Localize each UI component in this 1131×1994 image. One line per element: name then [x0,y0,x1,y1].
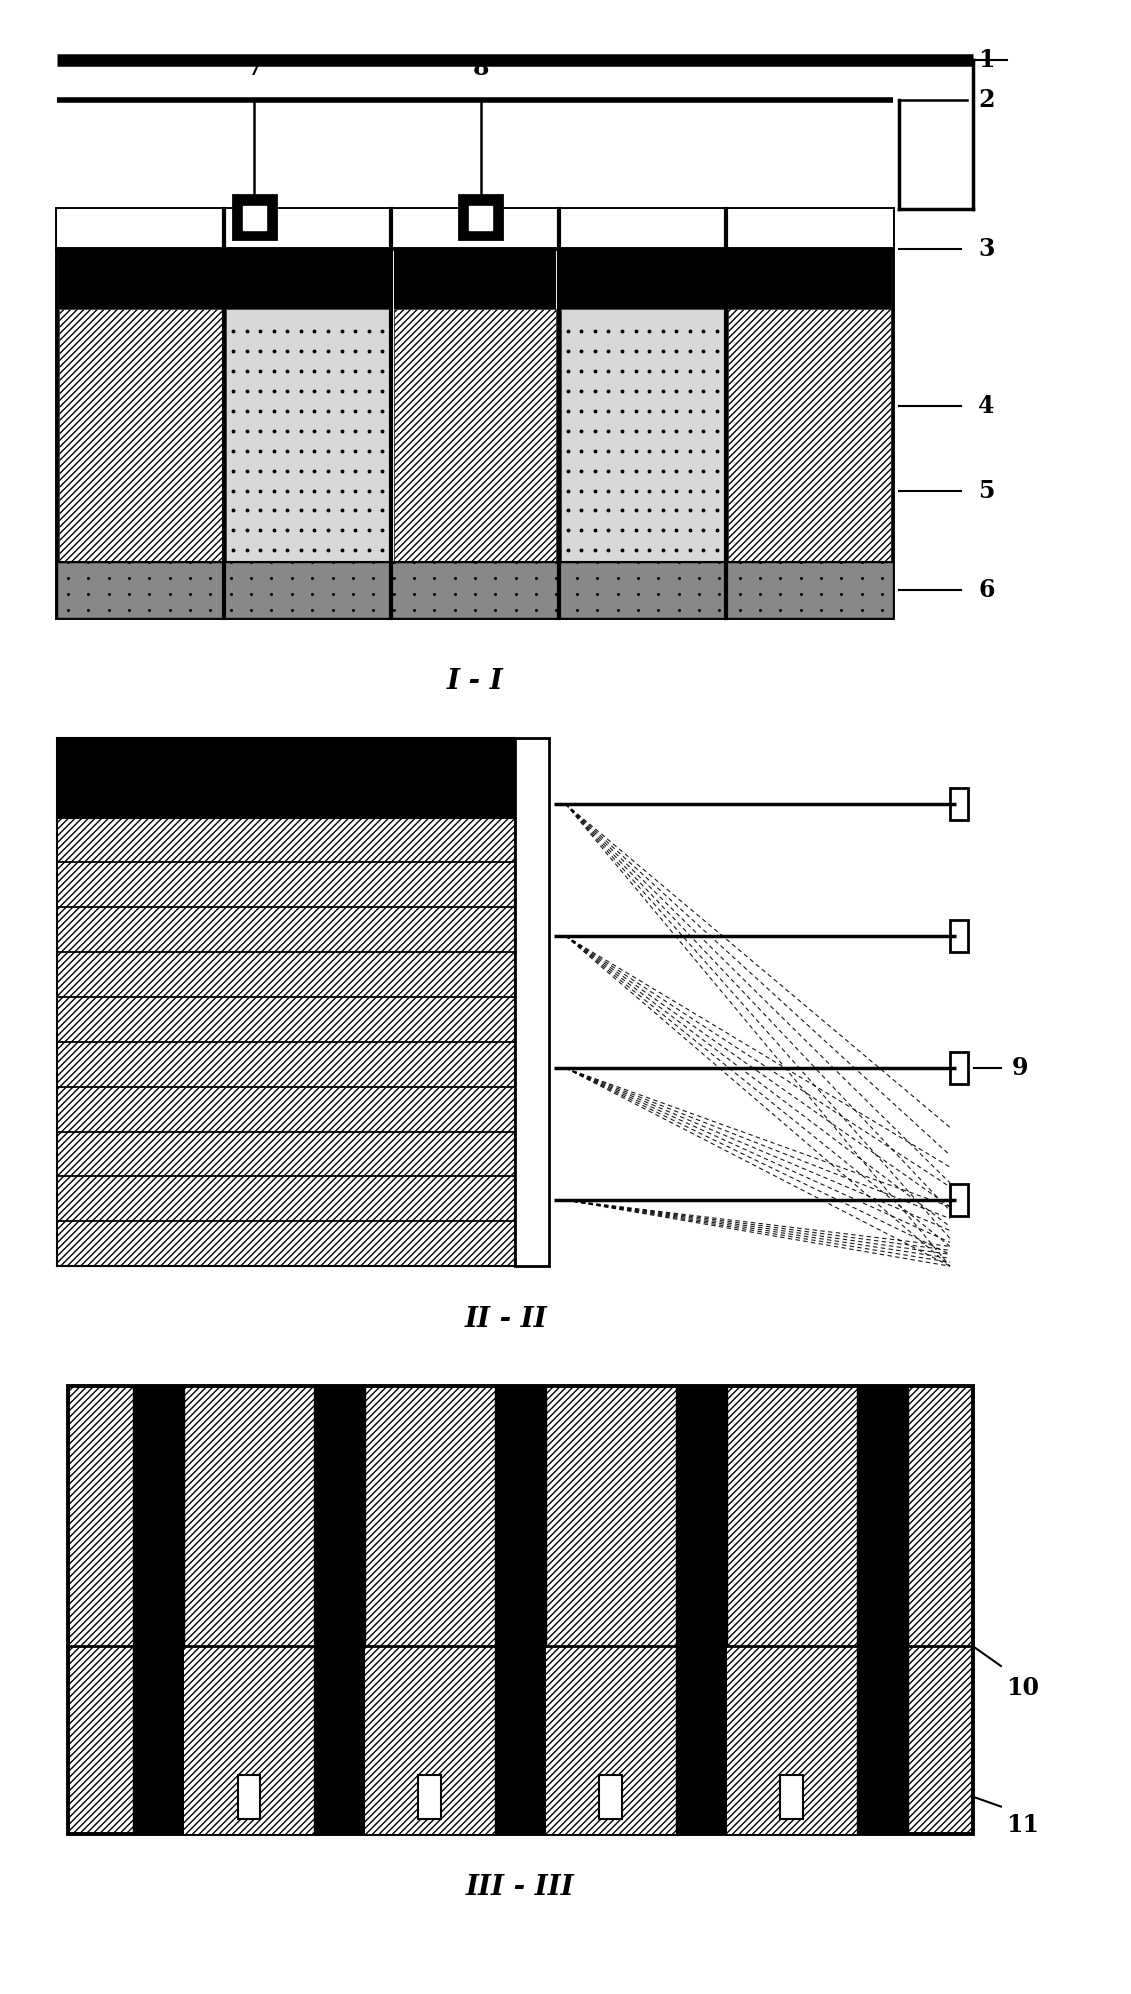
Bar [226,249,389,309]
Bar [726,1647,857,1834]
Bar [950,1184,968,1216]
Bar [68,1386,973,1834]
Bar [57,818,515,1266]
Text: II - II: II - II [465,1306,547,1334]
Bar [728,309,891,562]
Bar [561,249,724,309]
Bar [233,195,276,239]
Bar [780,1775,803,1819]
Bar [314,1386,364,1834]
Bar [59,249,222,309]
Text: 11: 11 [1007,1813,1039,1836]
Bar [418,1775,441,1819]
Text: I - I: I - I [447,668,503,696]
Bar [545,1647,676,1834]
Bar [515,738,549,1266]
Bar [57,209,893,249]
Bar [394,249,556,309]
Bar [728,249,891,309]
Bar [226,309,389,562]
Bar [950,1053,968,1085]
Bar [238,1775,260,1819]
Bar [495,1386,545,1834]
Bar [469,205,492,229]
Text: 2: 2 [978,88,995,112]
Bar [394,309,556,562]
Bar [599,1775,622,1819]
Bar [57,209,893,618]
Bar [59,309,222,562]
Bar [183,1647,314,1834]
Text: 3: 3 [978,237,994,261]
Bar [950,788,968,820]
Bar [857,1386,907,1834]
Text: III - III: III - III [466,1874,575,1902]
Text: 5: 5 [978,479,994,502]
Bar [133,1386,183,1834]
Bar [226,309,389,562]
Bar [950,919,968,951]
Text: 1: 1 [978,48,995,72]
Bar [57,738,515,818]
Text: 10: 10 [1007,1675,1039,1701]
Text: 7: 7 [247,56,262,80]
Bar [561,309,724,562]
Text: 9: 9 [1012,1057,1029,1081]
Bar [676,1386,726,1834]
Text: 4: 4 [978,393,995,417]
Bar [57,562,893,618]
Bar [561,309,724,562]
Text: 8: 8 [473,56,489,80]
Text: 6: 6 [978,578,995,602]
Bar [459,195,502,239]
Bar [364,1647,495,1834]
Bar [243,205,266,229]
